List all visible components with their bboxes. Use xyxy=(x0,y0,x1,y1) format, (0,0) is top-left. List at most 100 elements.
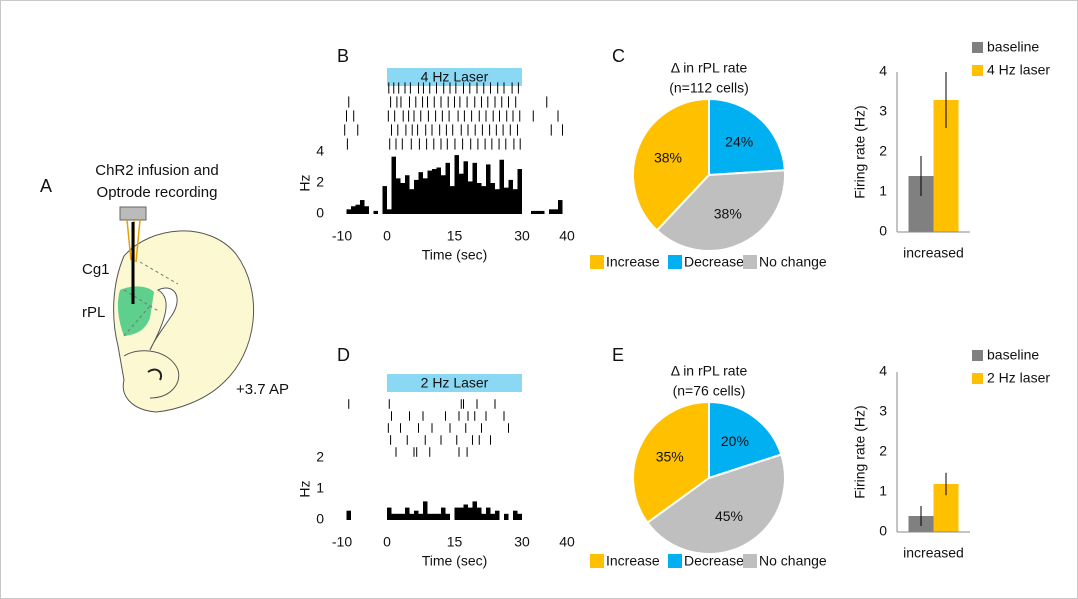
y-tick-label: 0 xyxy=(316,511,324,527)
y-tick-label: 4 xyxy=(879,363,887,379)
hist-bar xyxy=(387,508,392,520)
slice-label: 38% xyxy=(714,206,742,222)
hist-bar xyxy=(477,508,482,520)
hist-bar xyxy=(437,514,442,520)
legend-label: Increase xyxy=(606,553,660,569)
laser-label: 2 Hz Laser xyxy=(421,375,489,391)
hist-bar xyxy=(468,181,473,214)
slice-label: 35% xyxy=(656,449,684,465)
legend-swatch xyxy=(743,554,757,568)
hist-bar xyxy=(468,508,473,520)
coordinate-label: +3.7 AP xyxy=(236,381,289,398)
region-label: Cg1 xyxy=(82,261,110,278)
slice-label: 38% xyxy=(654,149,682,165)
legend-swatch xyxy=(972,65,983,76)
hist-bar xyxy=(441,175,446,214)
hist-bar xyxy=(428,171,433,214)
hist-bar xyxy=(396,178,401,214)
hist-bar xyxy=(432,169,437,214)
panel-label: B xyxy=(337,46,349,66)
y-tick-label: 2 xyxy=(316,449,324,465)
y-tick-label: 3 xyxy=(879,403,887,419)
hist-bar xyxy=(446,163,451,214)
diagram-title: ChR2 infusion and xyxy=(95,162,218,179)
legend-label: No change xyxy=(759,553,827,569)
hist-bar xyxy=(432,514,437,520)
y-tick-label: 0 xyxy=(879,223,887,239)
legend-swatch xyxy=(972,42,983,53)
hist-bar xyxy=(495,189,500,214)
hist-bar xyxy=(455,508,460,520)
hist-bar xyxy=(401,514,406,520)
x-tick-label: 30 xyxy=(514,228,530,244)
legend-swatch xyxy=(590,554,604,568)
legend-label: baseline xyxy=(987,39,1039,55)
x-tick-label: 0 xyxy=(383,534,391,550)
hist-bar xyxy=(513,511,518,520)
laser-label: 4 Hz Laser xyxy=(421,69,489,85)
x-tick-label: increased xyxy=(903,545,964,561)
x-tick-label: -10 xyxy=(332,228,352,244)
legend-swatch xyxy=(668,554,682,568)
hist-bar xyxy=(464,161,469,214)
x-tick-label: 40 xyxy=(559,228,575,244)
hist-bar xyxy=(540,211,545,214)
hist-bar xyxy=(414,180,419,214)
hist-bar xyxy=(504,188,509,214)
hist-bar xyxy=(396,514,401,520)
y-axis-label: Firing rate (Hz) xyxy=(852,105,868,198)
hist-bar xyxy=(347,209,352,214)
hist-bar xyxy=(360,200,365,214)
hist-bar xyxy=(446,514,451,520)
hist-bar xyxy=(509,180,514,214)
hist-bar xyxy=(459,174,464,214)
hist-bar xyxy=(405,175,410,214)
y-tick-label: 1 xyxy=(316,480,324,496)
hist-bar xyxy=(423,178,428,214)
hist-bar xyxy=(513,189,518,214)
hist-bar xyxy=(419,172,424,214)
y-tick-label: 2 xyxy=(316,174,324,190)
hist-bar xyxy=(464,505,469,521)
hist-bar xyxy=(536,211,541,214)
legend-label: No change xyxy=(759,254,827,270)
slice-label: 20% xyxy=(721,433,749,449)
panel-label: A xyxy=(40,176,52,196)
hist-bar xyxy=(423,501,428,520)
panel-label: D xyxy=(337,345,350,365)
hist-bar xyxy=(450,186,455,214)
legend-label: 4 Hz laser xyxy=(987,62,1050,78)
diagram-title: Optrode recording xyxy=(97,184,218,201)
hist-bar xyxy=(392,514,397,520)
hist-bar xyxy=(473,501,478,520)
y-axis-label: Hz xyxy=(297,174,313,191)
hist-bar xyxy=(414,511,419,520)
legend-swatch xyxy=(972,350,983,361)
hist-bar xyxy=(518,514,523,520)
hist-bar xyxy=(441,508,446,520)
panel-label: E xyxy=(612,345,624,365)
y-tick-label: 0 xyxy=(316,205,324,221)
hist-bar xyxy=(347,511,352,520)
x-axis-label: Time (sec) xyxy=(422,247,488,263)
hist-bar xyxy=(495,511,500,520)
legend-label: 2 Hz laser xyxy=(987,370,1050,386)
legend-label: Increase xyxy=(606,254,660,270)
hist-bar xyxy=(459,508,464,520)
x-tick-label: 0 xyxy=(383,228,391,244)
hist-bar xyxy=(356,205,361,214)
x-axis-label: Time (sec) xyxy=(422,553,488,569)
y-tick-label: 0 xyxy=(879,523,887,539)
hist-bar xyxy=(482,186,487,214)
hist-bar xyxy=(410,514,415,520)
legend-swatch xyxy=(590,255,604,269)
x-tick-label: -10 xyxy=(332,534,352,550)
x-tick-label: 15 xyxy=(447,228,463,244)
panel-label: C xyxy=(612,46,625,66)
hist-bar xyxy=(491,514,496,520)
legend-label: Decrease xyxy=(684,553,744,569)
y-tick-label: 1 xyxy=(879,483,887,499)
hist-bar xyxy=(374,211,379,214)
x-tick-label: 40 xyxy=(559,534,575,550)
x-tick-label: 30 xyxy=(514,534,530,550)
